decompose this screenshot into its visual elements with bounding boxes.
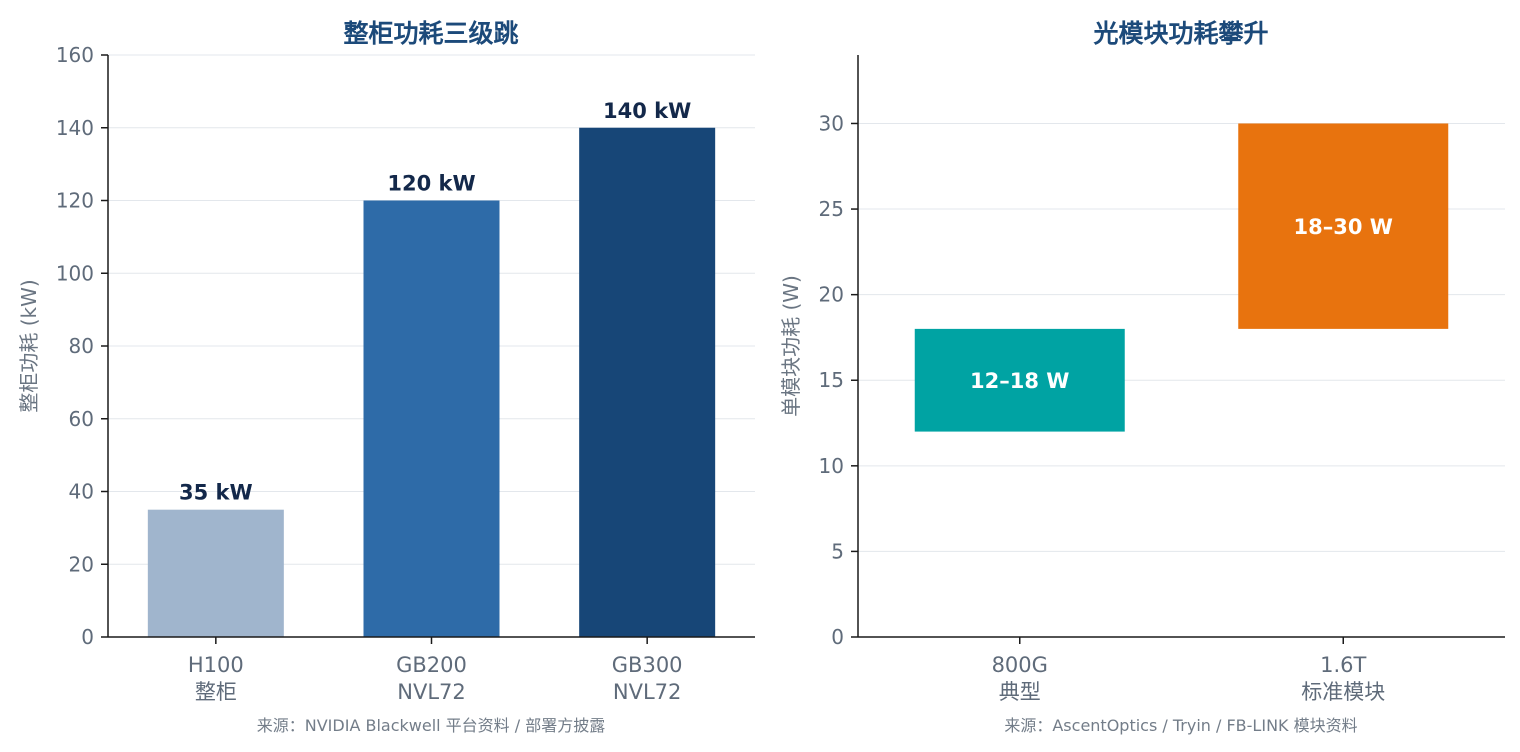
x-tick-label: 标准模块 [1301,680,1385,704]
x-tick-label: 典型 [999,680,1041,704]
y-tick-label: 25 [819,197,844,221]
x-tick-label: NVL72 [397,680,466,704]
data-label: 12–18 W [970,369,1069,393]
chart-title: 整柜功耗三级跳 [343,19,518,48]
y-tick-label: 160 [56,43,94,67]
bar [147,509,284,637]
data-label: 120 kW [387,172,475,196]
y-tick-label: 15 [819,368,844,392]
y-tick-label: 0 [831,625,844,649]
y-tick-label: 30 [819,111,844,135]
x-tick-label: NVL72 [613,680,682,704]
y-axis-label: 整柜功耗 (kW) [17,279,41,412]
source-note: 来源：NVIDIA Blackwell 平台资料 / 部署方披露 [257,716,605,735]
y-tick-label: 100 [56,261,94,285]
panel-rack-power: 整柜功耗三级跳 0 20 40 60 80 100 120 140 160 整柜功耗 (kW) 35 … [17,19,755,735]
y-tick-label: 80 [69,334,94,358]
data-label: 140 kW [603,99,691,123]
bar [579,127,716,637]
source-note: 来源：AscentOptics / Tryin / FB-LINK 模块资料 [1004,716,1357,735]
range-bar [1238,123,1449,329]
data-label: 35 kW [179,481,253,505]
x-tick-label: GB300 [612,653,683,677]
x-tick-label: 1.6T [1320,653,1366,677]
chart-title: 光模块功耗攀升 [1092,19,1268,48]
y-axis-label: 单模块功耗 (W) [779,275,803,417]
range-bar [914,328,1125,432]
y-tick-label: 140 [56,116,94,140]
y-tick-label: 40 [69,480,94,504]
x-tick-label: GB200 [396,653,467,677]
y-tick-label: 5 [831,539,844,563]
x-tick-label: H100 [188,653,244,677]
y-tick-label: 0 [81,625,94,649]
y-tick-label: 120 [56,189,94,213]
y-tick-label: 20 [819,283,844,307]
y-tick-label: 20 [69,552,94,576]
bar [363,200,500,637]
x-tick-label: 800G [992,653,1048,677]
x-tick-label: 整柜 [195,680,237,704]
y-tick-label: 60 [69,407,94,431]
data-label: 18–30 W [1294,215,1393,239]
panel-optical-module-power: 光模块功耗攀升 0 5 10 15 20 25 30 单模块功耗 (W) 12–18 W 800G 典… [779,19,1505,735]
y-tick-label: 10 [819,454,844,478]
